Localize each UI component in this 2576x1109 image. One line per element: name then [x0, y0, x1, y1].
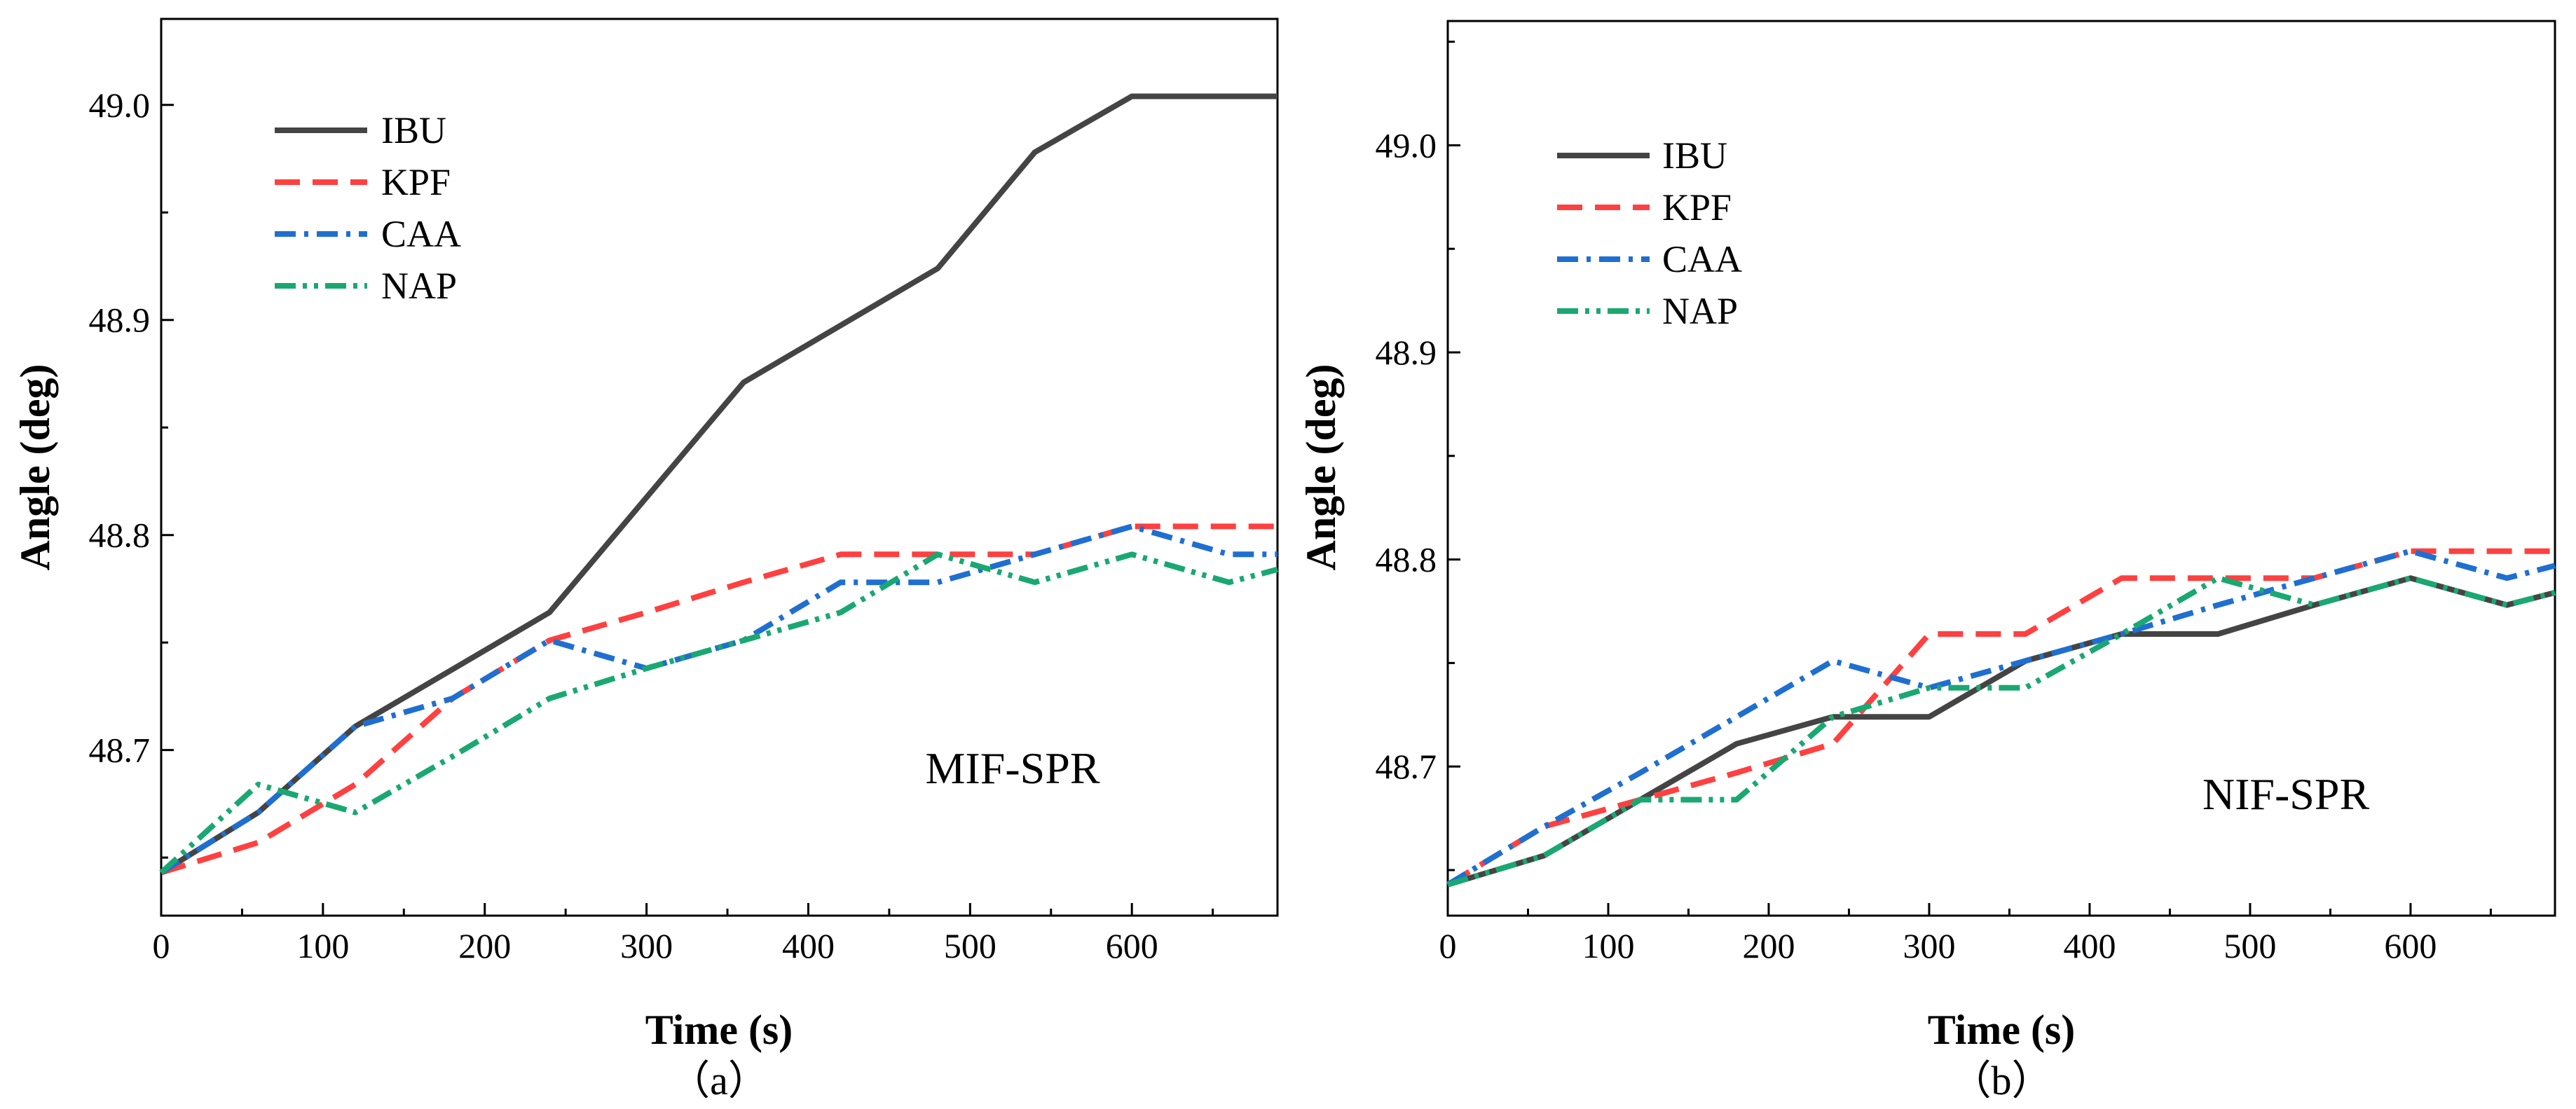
- series-line-kpf: [160, 523, 1277, 876]
- chart-panel-a: 0 100 200 300 400 500 600 48.7 48.8 48.9 49.0 Tim…: [12, 18, 1279, 1103]
- y-tick-label: 48.7: [89, 731, 151, 770]
- y-tick-label: 48.8: [1376, 540, 1437, 579]
- legend-label-kpf: KPF: [1662, 186, 1732, 228]
- chart-panel-b: 0 100 200 300 400 500 600 48.7 48.8 48.9 49.0 Tim…: [1298, 20, 2556, 1103]
- series-lines-a: [159, 93, 1279, 876]
- series-line-ibu: [159, 93, 1277, 875]
- legend-item-nap: NAP: [275, 265, 457, 307]
- x-tick-label: 200: [1742, 926, 1795, 965]
- x-tick-label: 300: [1903, 926, 1955, 965]
- legend-item-ibu: IBU: [275, 109, 446, 151]
- y-ticks-b: 48.7 48.8 48.9 49.0: [1376, 41, 1460, 872]
- legend-item-caa: CAA: [1557, 238, 1742, 280]
- chart-annotation-a: MIF-SPR: [926, 743, 1100, 793]
- series-line-caa: [159, 523, 1277, 875]
- y-tick-label: 48.9: [1376, 333, 1437, 372]
- legend-b: IBU KPF CAA NAP: [1557, 135, 1742, 332]
- legend-label-kpf: KPF: [381, 161, 451, 203]
- x-tick-label: 500: [944, 926, 996, 965]
- x-tick-label: 500: [2224, 926, 2276, 965]
- legend-a: IBU KPF CAA NAP: [275, 109, 461, 307]
- x-tick-label: 600: [2384, 926, 2437, 965]
- legend-label-caa: CAA: [381, 213, 461, 255]
- series-line-caa: [1446, 548, 2556, 888]
- x-tick-label: 200: [458, 926, 511, 965]
- y-tick-label: 49.0: [1376, 125, 1437, 165]
- panel-caption-a: （a）: [669, 1058, 769, 1103]
- plot-frame-a: [160, 18, 1279, 917]
- panel-caption-b: （b）: [1950, 1058, 2052, 1103]
- x-tick-label: 0: [1439, 926, 1457, 965]
- y-axis-title-b: Angle (deg): [1298, 364, 1344, 571]
- legend-item-kpf: KPF: [275, 161, 451, 203]
- legend-label-ibu: IBU: [381, 109, 446, 151]
- chart-annotation-b: NIF-SPR: [2202, 769, 2370, 819]
- legend-item-kpf: KPF: [1557, 186, 1732, 228]
- legend-label-nap: NAP: [381, 265, 457, 307]
- x-ticks-a: 0 100 200 300 400 500 600: [153, 903, 1214, 965]
- series-lines-b: [1446, 548, 2556, 888]
- legend-label-nap: NAP: [1662, 290, 1738, 332]
- y-tick-label: 48.9: [89, 301, 151, 340]
- x-tick-label: 100: [1582, 926, 1634, 965]
- series-line-nap: [159, 551, 1279, 875]
- y-tick-label: 49.0: [89, 85, 151, 125]
- x-tick-label: 0: [153, 926, 170, 965]
- series-line-ibu: [1446, 575, 2556, 888]
- legend-item-ibu: IBU: [1557, 135, 1727, 177]
- x-axis-title-a: Time (s): [645, 1007, 793, 1053]
- x-ticks-b: 0 100 200 300 400 500 600: [1439, 903, 2492, 965]
- legend-label-ibu: IBU: [1662, 135, 1727, 177]
- y-tick-label: 48.8: [89, 516, 151, 555]
- plot-frame-b: [1446, 20, 2556, 917]
- y-tick-label: 48.7: [1376, 747, 1437, 786]
- series-line-kpf: [1446, 548, 2555, 888]
- y-ticks-a: 48.7 48.8 48.9 49.0: [89, 85, 174, 859]
- x-axis-title-b: Time (s): [1928, 1007, 2076, 1053]
- x-tick-label: 600: [1106, 926, 1158, 965]
- y-axis-title-a: Angle (deg): [12, 364, 58, 571]
- legend-item-caa: CAA: [275, 213, 461, 255]
- legend-label-caa: CAA: [1662, 238, 1742, 280]
- series-line-nap: [1446, 575, 2556, 888]
- x-tick-label: 400: [782, 926, 835, 965]
- x-tick-label: 100: [296, 926, 349, 965]
- x-tick-label: 400: [2063, 926, 2116, 965]
- legend-item-nap: NAP: [1557, 290, 1738, 332]
- x-tick-label: 300: [620, 926, 673, 965]
